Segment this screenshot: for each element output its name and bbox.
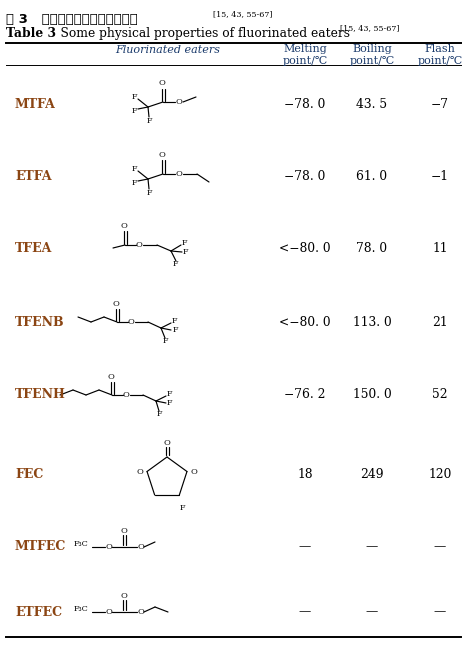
Text: ETFA: ETFA [15, 170, 52, 183]
Text: TFENB: TFENB [15, 315, 64, 328]
Text: F₃C: F₃C [73, 605, 88, 613]
Text: 120: 120 [428, 468, 452, 482]
Text: F: F [131, 107, 137, 115]
Text: O: O [122, 391, 129, 399]
Text: F: F [131, 179, 137, 187]
Text: O: O [138, 608, 144, 616]
Text: O: O [113, 300, 120, 308]
Text: O: O [135, 241, 142, 249]
Text: MTFA: MTFA [15, 99, 56, 112]
Text: 113. 0: 113. 0 [353, 315, 391, 328]
Text: O: O [107, 373, 114, 381]
Text: Some physical properties of fluorinated eaters: Some physical properties of fluorinated … [45, 27, 350, 40]
Text: −7: −7 [431, 99, 449, 112]
Text: TFENH: TFENH [15, 388, 66, 401]
Text: F: F [146, 189, 152, 197]
Text: F: F [156, 410, 162, 418]
Text: F: F [172, 326, 178, 334]
Text: −78. 0: −78. 0 [284, 170, 325, 183]
Text: O: O [138, 543, 144, 551]
Text: −78. 0: −78. 0 [284, 99, 325, 112]
Text: —: — [366, 606, 378, 619]
Text: F: F [171, 317, 177, 325]
Text: −1: −1 [431, 170, 449, 183]
Text: O: O [106, 608, 113, 616]
Text: F: F [162, 337, 168, 345]
Text: O: O [176, 98, 183, 106]
Text: F: F [131, 93, 137, 101]
Text: [15, 43, 55-67]: [15, 43, 55-67] [213, 10, 273, 18]
Text: 249: 249 [360, 468, 384, 482]
Text: Table 3: Table 3 [6, 27, 56, 40]
Text: O: O [127, 318, 134, 326]
Text: MTFEC: MTFEC [15, 541, 66, 553]
Text: 150. 0: 150. 0 [353, 388, 391, 401]
Text: Melting
point/℃: Melting point/℃ [283, 44, 328, 66]
Text: O: O [159, 151, 165, 159]
Text: 11: 11 [432, 241, 448, 255]
Text: F: F [181, 239, 187, 247]
Text: O: O [120, 222, 127, 230]
Text: O: O [159, 79, 165, 87]
Text: F: F [180, 504, 185, 512]
Text: F: F [131, 165, 137, 173]
Text: FEC: FEC [15, 468, 43, 482]
Text: —: — [366, 541, 378, 553]
Text: —: — [299, 541, 311, 553]
Text: Flash
point/℃: Flash point/℃ [417, 44, 463, 66]
Text: F: F [172, 260, 178, 268]
Text: O: O [106, 543, 113, 551]
Text: O: O [136, 468, 143, 475]
Text: —: — [434, 606, 446, 619]
Text: 61. 0: 61. 0 [356, 170, 388, 183]
Text: 78. 0: 78. 0 [356, 241, 388, 255]
Text: O: O [120, 527, 127, 535]
Text: Boiling
point/℃: Boiling point/℃ [349, 44, 395, 66]
Text: F: F [182, 248, 188, 256]
Text: 表 3   几种氟代酯的部分物理性质: 表 3 几种氟代酯的部分物理性质 [6, 13, 138, 26]
Text: O: O [120, 592, 127, 600]
Text: 21: 21 [432, 315, 448, 328]
Text: —: — [299, 606, 311, 619]
Text: 43. 5: 43. 5 [356, 99, 388, 112]
Text: Fluorinated eaters: Fluorinated eaters [115, 45, 220, 55]
Text: ETFEC: ETFEC [15, 606, 62, 619]
Text: O: O [163, 439, 170, 447]
Text: <−80. 0: <−80. 0 [279, 241, 331, 255]
Text: <−80. 0: <−80. 0 [279, 315, 331, 328]
Text: O: O [191, 468, 198, 475]
Text: TFEA: TFEA [15, 241, 52, 255]
Text: 52: 52 [432, 388, 448, 401]
Text: [15, 43, 55-67]: [15, 43, 55-67] [340, 24, 399, 32]
Text: −76. 2: −76. 2 [284, 388, 326, 401]
Text: F: F [146, 117, 152, 125]
Text: 18: 18 [297, 468, 313, 482]
Text: O: O [176, 170, 183, 178]
Text: F₃C: F₃C [73, 540, 88, 548]
Text: F: F [166, 399, 172, 407]
Text: —: — [434, 541, 446, 553]
Text: F: F [166, 390, 172, 398]
